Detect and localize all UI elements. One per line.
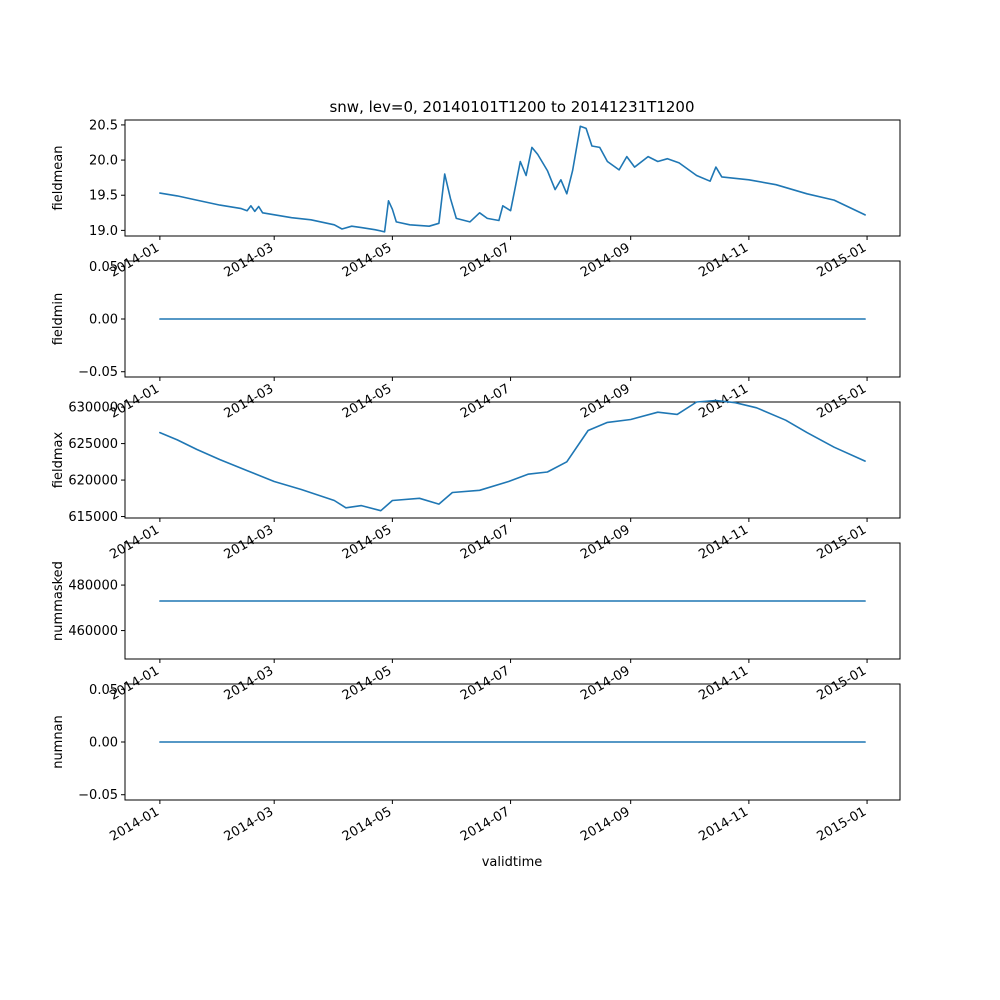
- y-axis-label: fieldmean: [51, 146, 66, 211]
- x-tick-label: 2014-03: [222, 804, 277, 844]
- y-tick-label: 630000: [68, 401, 118, 416]
- y-tick-label: 620000: [68, 474, 118, 489]
- series-line-fieldmax: [159, 399, 866, 512]
- x-tick-label: 2014-01: [107, 804, 162, 844]
- y-tick-label: 0.05: [89, 683, 118, 698]
- y-axis-label: numnan: [51, 715, 66, 769]
- y-tick-label: −0.05: [78, 788, 118, 803]
- plot-frame: [124, 119, 901, 237]
- x-tick-label: 2015-01: [815, 804, 870, 844]
- y-tick-label: 460000: [68, 624, 118, 639]
- y-axis-label: nummasked: [51, 561, 66, 641]
- plot-frame: [124, 401, 901, 519]
- x-tick-label: 2014-11: [696, 804, 751, 844]
- y-tick-label: 0.00: [89, 313, 118, 328]
- y-tick-label: 19.0: [89, 224, 118, 239]
- y-axis-label: fieldmax: [51, 432, 66, 489]
- y-tick-label: 19.5: [89, 189, 118, 204]
- y-tick-label: 625000: [68, 437, 118, 452]
- x-tick-label: 2014-09: [578, 804, 633, 844]
- y-tick-label: 480000: [68, 579, 118, 594]
- x-tick-label: 2014-07: [458, 804, 513, 844]
- y-axis-label: fieldmin: [51, 293, 66, 346]
- y-tick-label: 20.5: [89, 118, 118, 133]
- y-tick-label: 0.05: [89, 260, 118, 275]
- y-tick-label: 0.00: [89, 736, 118, 751]
- y-tick-label: −0.05: [78, 365, 118, 380]
- y-tick-label: 615000: [68, 510, 118, 525]
- y-tick-label: 20.0: [89, 154, 118, 169]
- x-tick-label: 2014-05: [340, 804, 395, 844]
- x-axis-label: validtime: [482, 855, 543, 870]
- panel-numnan: −0.05 0.00 0.05 2014-01 2014-03 2014-05 2014-0…: [51, 683, 901, 845]
- series-line-fieldmean: [159, 125, 866, 233]
- chart-title: snw, lev=0, 20140101T1200 to 20141231T12…: [329, 98, 694, 116]
- plot-frame: [124, 542, 901, 660]
- chart-panels: 19.0 19.5 20.0 20.5 2014-01 2014-03 2014-05 201…: [51, 118, 901, 845]
